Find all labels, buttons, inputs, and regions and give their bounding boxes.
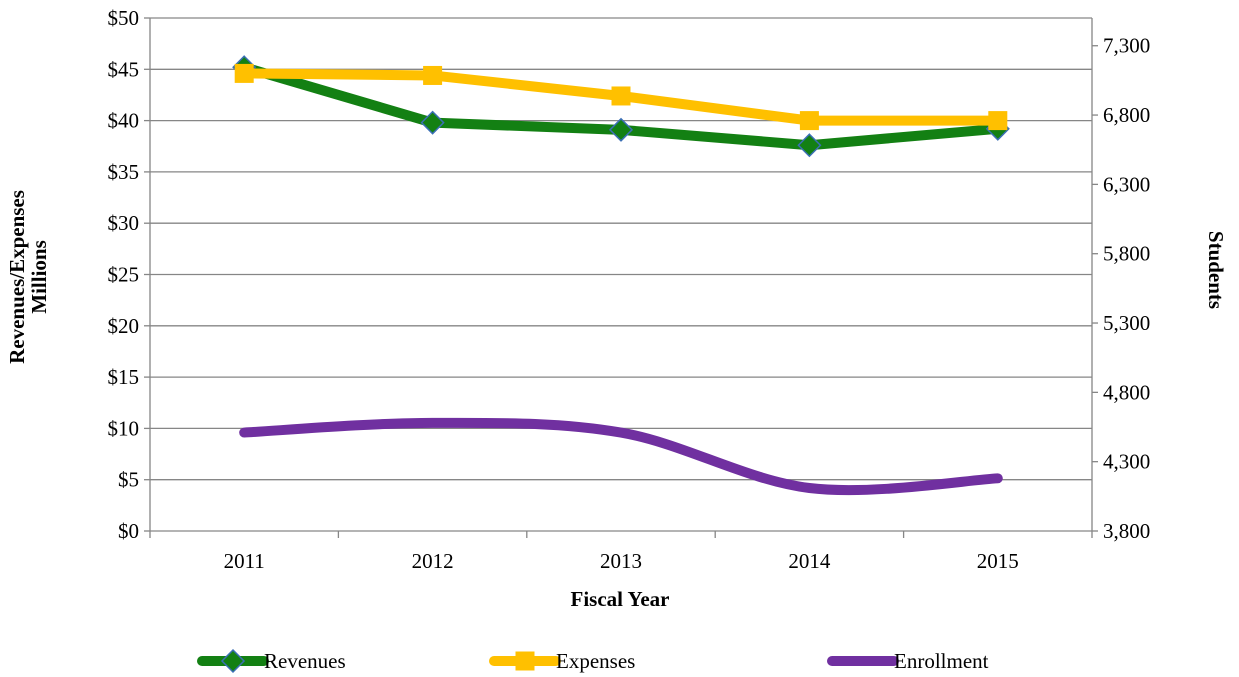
x-tick-label: 2012 (412, 549, 454, 573)
x-axis-title: Fiscal Year (571, 587, 670, 611)
x-tick-label: 2011 (224, 549, 265, 573)
y-left-tick-label: $40 (108, 109, 140, 133)
y-right-tick-label: 5,800 (1103, 242, 1150, 266)
series-expenses (234, 63, 1008, 131)
y-left-tick-label: $0 (118, 519, 139, 543)
revenues-point (608, 117, 634, 142)
x-axis-ticks: 2011 2012 2013 2014 2015 (149, 531, 1093, 573)
right-axis-ticks: 3,800 4,300 4,800 5,300 5,800 6,300 6,800 7,300 (1092, 34, 1150, 543)
enrollment-line (239, 417, 1003, 496)
y-left-axis-subtitle: Millions (27, 240, 51, 314)
revenues-point (797, 133, 822, 158)
y-left-tick-label: $35 (108, 160, 140, 184)
legend-swatch-marker (220, 648, 246, 674)
y-left-tick-label: $10 (108, 416, 140, 440)
y-left-tick-label: $45 (108, 57, 140, 81)
y-right-tick-label: 4,800 (1103, 380, 1150, 404)
revenues-point (420, 110, 445, 135)
legend-label: Enrollment (894, 649, 989, 673)
legend: Revenues Expenses Enrollment (197, 648, 989, 674)
x-tick-label: 2013 (600, 549, 642, 573)
y-right-axis-title: Students (1204, 231, 1228, 309)
y-left-tick-label: $15 (108, 365, 140, 389)
expenses-point (611, 86, 631, 106)
x-tick-label: 2015 (977, 549, 1019, 573)
series-enrollment (239, 417, 1003, 496)
legend-item-revenues: Revenues (197, 648, 346, 674)
left-axis-ticks: $0 $5 $10 $15 $20 $25 $30 $35 $40 $45 $50 (108, 6, 150, 543)
y-right-tick-label: 5,300 (1103, 311, 1150, 335)
y-left-tick-label: $25 (108, 263, 140, 287)
y-left-tick-label: $5 (118, 468, 139, 492)
y-left-tick-label: $50 (108, 6, 140, 30)
y-left-tick-label: $20 (108, 314, 140, 338)
y-right-tick-label: 6,800 (1103, 103, 1150, 127)
legend-item-expenses: Expenses (489, 649, 635, 673)
expenses-point (988, 111, 1008, 131)
legend-label: Expenses (556, 649, 635, 673)
y-right-tick-label: 7,300 (1103, 34, 1150, 58)
legend-item-enrollment: Enrollment (827, 649, 989, 673)
x-tick-label: 2014 (788, 549, 831, 573)
y-right-tick-label: 3,800 (1103, 519, 1150, 543)
y-left-axis-title: Revenues/Expenses (5, 190, 29, 364)
legend-label: Revenues (264, 649, 346, 673)
y-left-tick-label: $30 (108, 211, 140, 235)
legend-swatch-marker (515, 651, 535, 671)
expenses-point (234, 63, 254, 83)
y-right-tick-label: 6,300 (1103, 172, 1150, 196)
expenses-point (423, 65, 443, 85)
y-right-tick-label: 4,300 (1103, 450, 1150, 474)
series-layer (232, 55, 1010, 496)
expenses-point (799, 111, 819, 131)
